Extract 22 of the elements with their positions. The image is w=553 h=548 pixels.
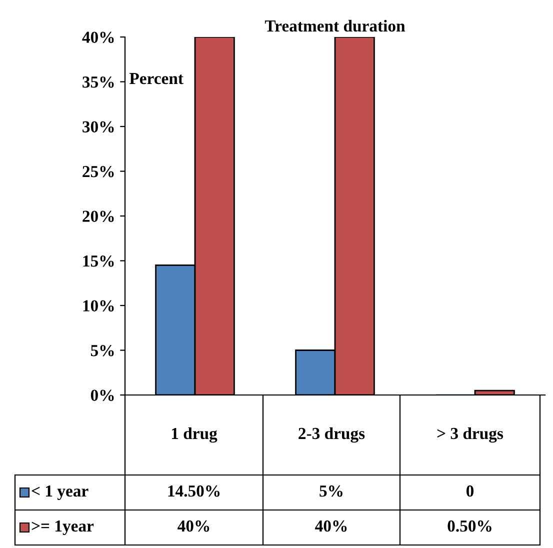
data-label: 0	[466, 485, 474, 497]
y-axis-title: Percent	[129, 73, 184, 84]
chart-title: Treatment duration	[264, 20, 406, 32]
data-label: 40%	[178, 520, 210, 532]
y-tick-label: 25%	[82, 166, 114, 178]
x-tick-label: 2-3 drugs	[298, 427, 365, 443]
y-tick-label: 30%	[82, 121, 114, 132]
legend-label: >= 1year	[32, 520, 94, 536]
y-tick-label: 10%	[83, 300, 114, 312]
y-tick-label: 20%	[82, 210, 114, 222]
data-label: 5%	[320, 485, 342, 497]
y-tick-label: 35%	[82, 76, 114, 88]
data-label: 14.50%	[168, 485, 220, 497]
data-label: 40%	[315, 520, 347, 532]
y-tick-label: 15%	[83, 255, 114, 267]
y-tick-label: 40%	[82, 32, 114, 43]
y-tick-label: 5%	[90, 344, 114, 356]
y-tick-label: 0%	[90, 390, 114, 401]
legend-label: < 1 year	[32, 485, 88, 500]
data-label: 0.50%	[448, 520, 492, 532]
x-tick-label: > 3 drugs	[437, 427, 504, 443]
x-tick-label: 1 drug	[172, 427, 218, 443]
